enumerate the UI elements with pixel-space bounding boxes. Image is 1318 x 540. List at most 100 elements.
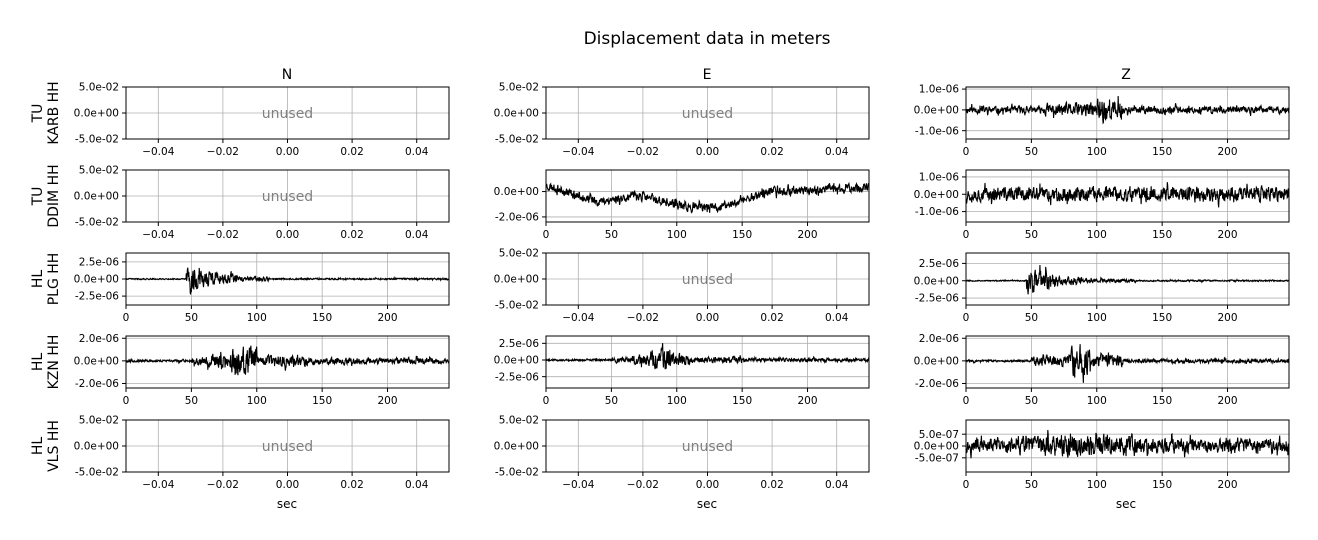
row-label-0-network: TU — [30, 104, 46, 124]
subplot-grid: unused −0.04 −0.02 0.00 0.02 0.04 5.0e-02 0.0e+… — [74, 82, 1290, 491]
x-tick-label: 0.00 — [276, 479, 299, 491]
subplot-r4-z: 0 50 100 150 200 5.0e-070.0e+00-5.0e-07 — [914, 419, 1290, 491]
x-axis-label-e: sec — [697, 497, 717, 511]
x-tick-label: −0.04 — [562, 146, 594, 158]
x-tick-label: 100 — [667, 395, 687, 407]
x-axis-label-n: sec — [277, 497, 297, 511]
x-tick-label: 0 — [963, 312, 970, 324]
subplot-r1-e: 0 50 100 150 200 0.0e+00 -2.0e-06 — [494, 169, 870, 241]
x-tick-label: 150 — [1152, 479, 1172, 491]
y-tick-label: 1.0e-06 — [919, 84, 960, 96]
row-label-2: HL PLG HH — [30, 253, 62, 306]
x-tick-label: 0.02 — [340, 146, 363, 158]
x-tick-label: 100 — [1087, 312, 1107, 324]
y-tick-label: -5.0e-02 — [495, 300, 539, 312]
unused-label: unused — [682, 439, 733, 455]
unused-label: unused — [262, 106, 313, 122]
x-tick-label: 0.00 — [276, 229, 299, 241]
waveform-trace-r2-z — [966, 264, 1289, 295]
y-tick-label: 2.0e-06 — [919, 333, 960, 345]
y-tick-label: 0.0e+00 — [494, 355, 539, 367]
waveform-trace-r1-z — [966, 182, 1289, 208]
y-tick-label: 5.0e-02 — [79, 165, 119, 177]
x-tick-label: 0.02 — [760, 479, 783, 491]
x-tick-label: −0.02 — [627, 312, 659, 324]
x-tick-label: 150 — [1152, 229, 1172, 241]
x-tick-label: 200 — [1218, 229, 1238, 241]
x-tick-label: 0.02 — [760, 312, 783, 324]
x-tick-label: 50 — [605, 229, 618, 241]
x-tick-label: 50 — [1025, 229, 1038, 241]
row-label-2-station: PLG HH — [46, 253, 62, 306]
x-tick-label: −0.04 — [562, 479, 594, 491]
subplot-r0-z: 0 50 100 150 200 1.0e-06 0.0e+00 -1.0e-06 — [914, 84, 1290, 158]
y-tick-label: 0.0e+00 — [494, 108, 539, 120]
row-label-3-network: HL — [30, 353, 46, 372]
x-tick-label: 200 — [378, 312, 398, 324]
x-tick-label: −0.02 — [207, 479, 239, 491]
x-tick-label: 0.04 — [405, 479, 429, 491]
x-tick-label: 0.02 — [340, 229, 363, 241]
x-tick-label: 0 — [963, 479, 970, 491]
x-tick-label: 200 — [1218, 395, 1238, 407]
y-tick-label: -2.0e-06 — [915, 378, 959, 390]
x-tick-label: −0.04 — [142, 229, 174, 241]
waveform-trace-r0-z — [966, 96, 1289, 125]
subplot-r3-e: 0 50 100 150 200 2.5e-06 0.0e+00 -2.5e-06 — [494, 335, 870, 407]
x-tick-label: 0.04 — [825, 312, 849, 324]
x-tick-label: 50 — [185, 395, 198, 407]
x-tick-label: 150 — [1152, 146, 1172, 158]
y-tick-label: 0.0e+00 — [494, 441, 539, 453]
row-label-4-network: HL — [30, 437, 46, 456]
y-tick-label: 5.0e-02 — [499, 415, 539, 427]
y-tick-label: 5.0e-02 — [499, 82, 539, 94]
x-tick-label: 50 — [605, 395, 618, 407]
x-tick-label: 0.04 — [405, 229, 429, 241]
x-tick-label: 100 — [1087, 146, 1107, 158]
x-tick-label: 150 — [312, 395, 332, 407]
waveform-trace-r3-n — [126, 345, 449, 376]
y-tick-label: 2.0e-06 — [79, 333, 120, 345]
x-tick-label: 50 — [1025, 146, 1038, 158]
y-tick-label: 0.0e+00 — [494, 274, 539, 286]
x-tick-label: 50 — [1025, 312, 1038, 324]
x-tick-label: 50 — [1025, 395, 1038, 407]
x-tick-label: 200 — [798, 229, 818, 241]
waveform-trace-r2-n — [126, 267, 449, 295]
x-tick-label: 100 — [1087, 395, 1107, 407]
figure-title: Displacement data in meters — [584, 29, 831, 49]
y-tick-label: -2.5e-06 — [495, 371, 539, 383]
y-tick-label: -5.0e-02 — [75, 134, 119, 146]
x-tick-label: 0 — [963, 229, 970, 241]
unused-label: unused — [262, 189, 313, 205]
row-label-1-station: DDIM HH — [46, 164, 62, 227]
x-tick-label: 200 — [798, 395, 818, 407]
subplot-r3-n: 0 50 100 150 200 2.0e-06 0.0e+00 -2.0e-06 — [74, 333, 450, 407]
y-tick-label: 0.0e+00 — [914, 189, 959, 201]
x-tick-label: −0.04 — [142, 146, 174, 158]
x-tick-label: 0 — [963, 395, 970, 407]
y-tick-label: -5.0e-02 — [495, 467, 539, 479]
x-tick-label: 150 — [312, 312, 332, 324]
y-tick-label: 0.0e+00 — [74, 355, 119, 367]
y-tick-label: -5.0e-02 — [75, 467, 119, 479]
x-tick-label: 100 — [1087, 479, 1107, 491]
row-label-3-station: KZN HH — [46, 335, 62, 390]
x-tick-label: 150 — [1152, 395, 1172, 407]
column-title-z: Z — [1121, 67, 1131, 83]
x-tick-label: 200 — [1218, 479, 1238, 491]
y-tick-label: 5.0e-02 — [79, 415, 119, 427]
x-tick-label: −0.04 — [142, 479, 174, 491]
axes-frame — [545, 335, 870, 389]
y-tick-label: 2.5e-06 — [919, 258, 960, 270]
y-tick-label: -1.0e-06 — [915, 206, 959, 218]
x-tick-label: 0 — [543, 229, 550, 241]
y-tick-label: 0.0e+00 — [914, 275, 959, 287]
x-tick-label: 150 — [732, 395, 752, 407]
y-tick-label: 2.5e-06 — [79, 256, 120, 268]
axes-frame — [125, 335, 450, 389]
y-tick-label: -2.5e-06 — [75, 291, 119, 303]
y-tick-label: 0.0e+00 — [74, 191, 119, 203]
y-tick-label: 2.5e-06 — [499, 338, 540, 350]
